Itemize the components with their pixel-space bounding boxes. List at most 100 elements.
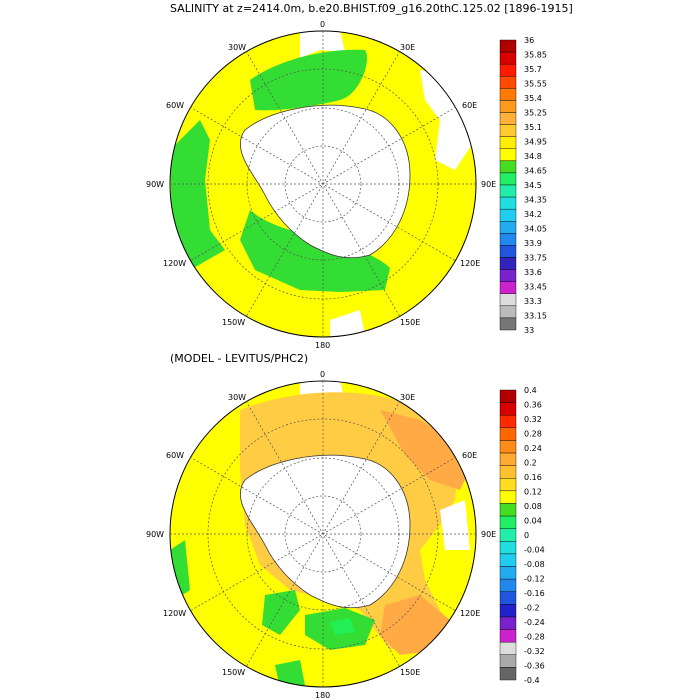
colorbar-label: -0.2 — [524, 604, 540, 613]
green-region — [262, 590, 300, 635]
lon-label: 60E — [462, 451, 477, 460]
colorbar-label: 35.55 — [524, 80, 547, 89]
difference-map: 0 30E 60E 90E 120E 150E 180 150W 120W 90… — [146, 370, 545, 700]
colorbar-swatch — [499, 553, 517, 567]
map-fill — [170, 381, 476, 687]
lon-label: 150W — [222, 668, 245, 677]
colorbar-label: 33.75 — [524, 254, 547, 263]
colorbar-swatch — [499, 604, 517, 618]
green-region — [275, 660, 305, 687]
colorbar-swatch — [499, 465, 517, 479]
colorbar-label: 0 — [524, 531, 529, 540]
colorbar-label: 34.95 — [524, 138, 547, 147]
colorbar-label: 33 — [524, 326, 534, 335]
antarctica-land — [239, 454, 411, 609]
colorbar-swatch — [499, 39, 517, 53]
longitude-labels: 0 30E 60E 90E 120E 150E 180 150W 120W 90… — [146, 20, 496, 350]
colorbar-swatch — [499, 88, 517, 101]
lon-label: 150E — [400, 318, 420, 327]
colorbar-label: 33.45 — [524, 283, 547, 292]
colorbar-swatch — [499, 402, 517, 416]
colorbar-swatch — [499, 566, 517, 580]
colorbar-swatch — [499, 184, 517, 198]
green-region — [240, 210, 390, 292]
lon-label: 90W — [146, 530, 164, 539]
lon-label: 90W — [146, 180, 164, 189]
colorbar-label: 33.3 — [524, 297, 542, 306]
lon-label: 0 — [320, 370, 325, 379]
orange-region — [380, 410, 470, 490]
map-fill — [170, 31, 476, 337]
colorbar-swatch — [499, 515, 517, 529]
lon-label: 120W — [163, 259, 186, 268]
colorbar-label: -0.32 — [524, 647, 545, 656]
colorbar-swatch — [499, 654, 517, 668]
colorbar-swatch — [499, 389, 517, 403]
lon-label: 90E — [481, 530, 496, 539]
colorbar-label: -0.28 — [524, 633, 545, 642]
colorbar-swatch — [499, 245, 517, 258]
graticule — [170, 381, 476, 687]
colorbar-label: 0.28 — [524, 430, 542, 439]
colorbar-label: 33.6 — [524, 268, 542, 277]
colorbar-swatch — [499, 629, 517, 643]
nodata-region — [330, 310, 365, 337]
colorbar-label: 34.65 — [524, 167, 547, 176]
colorbar-swatch — [499, 641, 517, 655]
colorbar-label: 33.15 — [524, 312, 547, 321]
colorbar-swatch — [499, 293, 517, 307]
graticule — [170, 31, 476, 337]
lon-label: 180 — [315, 341, 330, 350]
nodata-region — [300, 31, 345, 58]
colorbar-swatch — [499, 100, 517, 113]
colorbar-label: 34.35 — [524, 196, 547, 205]
colorbar-swatch — [499, 667, 517, 681]
salinity-panel: SALINITY at z=2414.0m, b.e20.BHIST.f09_g… — [146, 2, 573, 350]
lon-label: 60E — [462, 101, 477, 110]
colorbar-swatch — [499, 281, 517, 294]
colorbar-swatch — [499, 503, 517, 517]
colorbar-swatch — [499, 616, 517, 630]
colorbar-swatch — [499, 160, 517, 174]
colorbar-label: 35.1 — [524, 123, 542, 132]
colorbar-swatch — [499, 541, 517, 555]
nodata-region — [440, 500, 470, 550]
colorbar-swatch — [499, 591, 517, 605]
colorbar: 0.4 0.36 0.32 0.28 0.24 0.2 0.16 0.12 0.08 0.04 0 -… — [499, 386, 545, 685]
lon-label: 150W — [222, 318, 245, 327]
colorbar-swatch — [499, 76, 517, 89]
colorbar-label: -0.36 — [524, 662, 545, 671]
colorbar-swatch — [499, 269, 517, 282]
colorbar-label: -0.24 — [524, 618, 545, 627]
colorbar-label: 0.24 — [524, 444, 542, 453]
colorbar-swatch — [499, 112, 517, 125]
colorbar-swatch — [499, 415, 517, 429]
colorbar-label: -0.08 — [524, 560, 545, 569]
colorbar-swatch — [499, 528, 517, 542]
difference-panel: (MODEL - LEVITUS/PHC2) — [0, 350, 700, 700]
green-region — [250, 49, 368, 111]
colorbar-swatch — [499, 452, 517, 466]
colorbar-label: 0.08 — [524, 502, 542, 511]
colorbar-label: -0.16 — [524, 589, 545, 598]
colorbar-swatch — [499, 51, 517, 65]
green-region — [170, 120, 225, 270]
lon-label: 120E — [460, 259, 480, 268]
colorbar-swatch — [499, 208, 517, 222]
colorbar-label: 0.04 — [524, 517, 542, 526]
colorbar-swatch — [499, 172, 517, 186]
colorbar-swatch — [499, 136, 517, 149]
colorbar-label: 0.16 — [524, 473, 542, 482]
colorbar-swatch — [499, 427, 517, 441]
colorbar-label: 34.2 — [524, 210, 542, 219]
colorbar-label: -0.12 — [524, 575, 545, 584]
lon-label: 30W — [228, 393, 246, 402]
lon-label: 120E — [460, 609, 480, 618]
colorbar-label: -0.4 — [524, 676, 540, 685]
colorbar-swatch — [499, 305, 517, 319]
lon-label: 90E — [481, 180, 496, 189]
salinity-map: 0 30E 60E 90E 120E 150E 180 150W 120W 90… — [146, 20, 547, 350]
colorbar-swatch — [499, 578, 517, 592]
lon-label: 120W — [163, 609, 186, 618]
colorbar-swatch — [499, 124, 517, 137]
